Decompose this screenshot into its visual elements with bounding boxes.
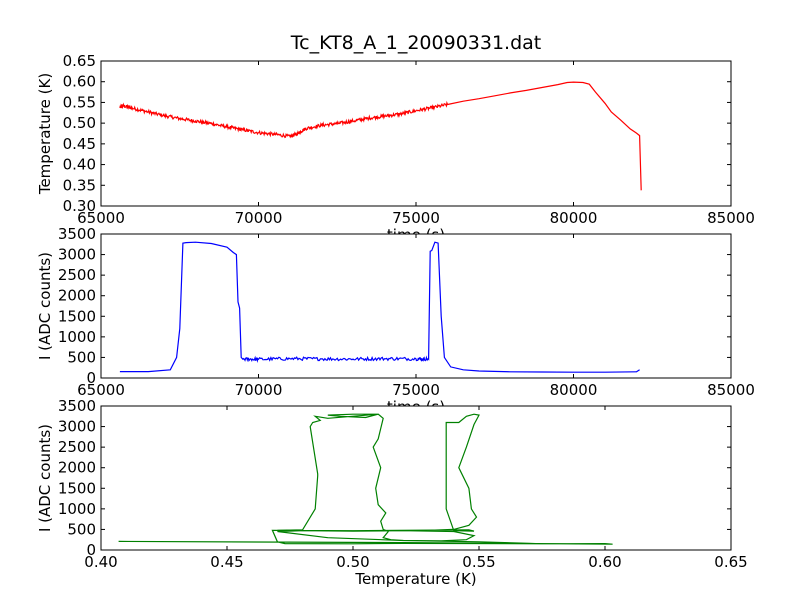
x-tick-label: 0.45 <box>210 553 243 571</box>
y-tick-label: 500 <box>67 520 96 538</box>
y-tick-label: 0.60 <box>63 73 96 91</box>
y-tick-label: 0 <box>86 541 96 559</box>
y-tick-label: 500 <box>67 348 96 366</box>
x-tick-label: 70000 <box>235 209 283 227</box>
x-tick-label: 0.50 <box>336 553 369 571</box>
y-tick-label: 0.50 <box>63 114 96 132</box>
x-tick-label: 85000 <box>707 209 755 227</box>
y-tick-label: 0 <box>86 369 96 387</box>
y-tick-label: 1500 <box>58 479 96 497</box>
y-tick-label: 0.45 <box>63 135 96 153</box>
current-vs-time-plot: 65000 70000 75000 80000 85000 0 500 1000 1500 200… <box>36 225 755 416</box>
y-axis-label: I (ADC counts) <box>36 424 54 532</box>
series-line-0 <box>119 241 640 373</box>
series-line-0 <box>118 413 613 545</box>
y-tick-label: 1000 <box>58 328 96 346</box>
x-tick-label: 0.55 <box>462 553 495 571</box>
y-tick-label: 0.40 <box>63 156 96 174</box>
x-tick-label: 65000 <box>77 381 125 399</box>
current-vs-temperature-plot: 0.40 0.45 0.50 0.55 0.60 0.65 0 500 1000 1500 2000… <box>36 397 748 588</box>
x-tick-label: 0.40 <box>84 553 117 571</box>
figure-title: Tc_KT8_A_1_20090331.dat <box>290 32 542 54</box>
y-tick-label: 0.65 <box>63 52 96 70</box>
x-axis-label: Temperature (K) <box>354 570 476 588</box>
x-tick-label: 75000 <box>392 381 440 399</box>
x-tick-label: 70000 <box>235 381 283 399</box>
x-tick-label: 80000 <box>550 209 598 227</box>
y-tick-label: 2000 <box>58 287 96 305</box>
y-tick-label: 2500 <box>58 266 96 284</box>
y-tick-label: 1000 <box>58 500 96 518</box>
y-tick-label: 2500 <box>58 438 96 456</box>
y-tick-label: 0.35 <box>63 176 96 194</box>
y-tick-label: 1500 <box>58 307 96 325</box>
series-line-0 <box>119 81 642 191</box>
y-tick-label: 0.30 <box>63 197 96 215</box>
plot-frame <box>100 60 732 207</box>
temperature-vs-time-plot: 65000 70000 75000 80000 85000 0.30 0.35 0.40 0.4… <box>36 52 755 244</box>
x-tick-label: 0.60 <box>588 553 621 571</box>
y-tick-label: 3500 <box>58 397 96 415</box>
x-tick-label: 65000 <box>77 209 125 227</box>
y-tick-label: 0.55 <box>63 93 96 111</box>
x-tick-label: 75000 <box>392 209 440 227</box>
y-axis-label: I (ADC counts) <box>36 252 54 360</box>
x-tick-label: 80000 <box>550 381 598 399</box>
plot-frame <box>100 405 732 551</box>
x-tick-label: 0.65 <box>714 553 747 571</box>
y-tick-label: 2000 <box>58 459 96 477</box>
y-tick-label: 3000 <box>58 246 96 264</box>
plot-frame <box>100 233 732 379</box>
y-tick-label: 3000 <box>58 418 96 436</box>
y-axis-label: Temperature (K) <box>36 73 54 195</box>
y-tick-label: 3500 <box>58 225 96 243</box>
x-tick-label: 85000 <box>707 381 755 399</box>
